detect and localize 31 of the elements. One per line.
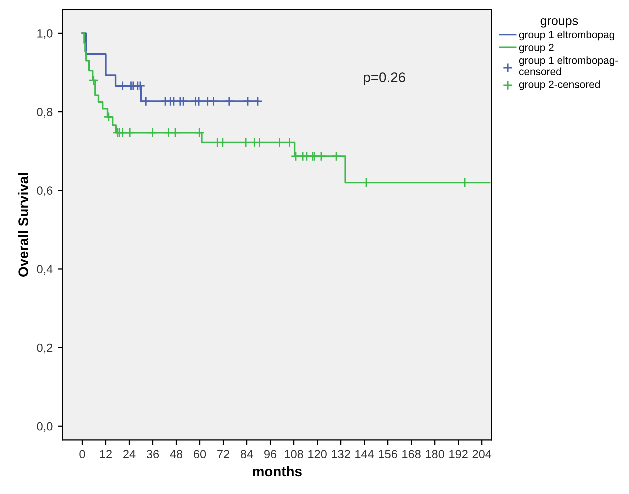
legend-label: group 2-censored — [519, 80, 600, 90]
x-tick-label: 36 — [146, 450, 160, 459]
y-tick-label: 0,6 — [37, 186, 53, 196]
legend-title: groups — [540, 18, 578, 28]
x-tick-label: 60 — [194, 450, 206, 459]
x-tick-label: 24 — [124, 450, 136, 458]
x-tick-label: 144 — [356, 450, 374, 458]
x-tick-label: 72 — [218, 450, 230, 458]
annotation: p=0.26 — [364, 72, 406, 86]
legend-label: group 1 eltrombopag — [519, 30, 614, 41]
y-axis-title: Overall Survival — [18, 173, 28, 277]
x-tick-label: 48 — [170, 450, 183, 459]
x-tick-label: 132 — [332, 450, 350, 459]
x-tick-label: 84 — [240, 450, 254, 459]
y-tick-label: 0,0 — [37, 422, 53, 432]
x-axis-title: months — [253, 466, 302, 477]
x-tick-label: 120 — [308, 450, 327, 459]
legend-label: group 2 — [519, 44, 554, 54]
y-tick-label: 0,4 — [37, 265, 53, 276]
x-tick-label: 108 — [285, 450, 304, 459]
y-tick-label: 0,2 — [37, 344, 53, 354]
x-tick-label: 192 — [450, 450, 468, 459]
y-tick-label: 1,0 — [38, 29, 53, 40]
x-tick-label: 12 — [100, 450, 112, 458]
x-tick-label: 156 — [379, 450, 398, 459]
y-tick-label: 0,8 — [37, 108, 53, 118]
x-tick-label: 0 — [80, 450, 86, 459]
x-tick-label: 96 — [264, 450, 277, 459]
x-tick-label: 204 — [472, 450, 492, 459]
x-tick-label: 168 — [402, 450, 421, 459]
x-tick-label: 180 — [426, 450, 444, 459]
